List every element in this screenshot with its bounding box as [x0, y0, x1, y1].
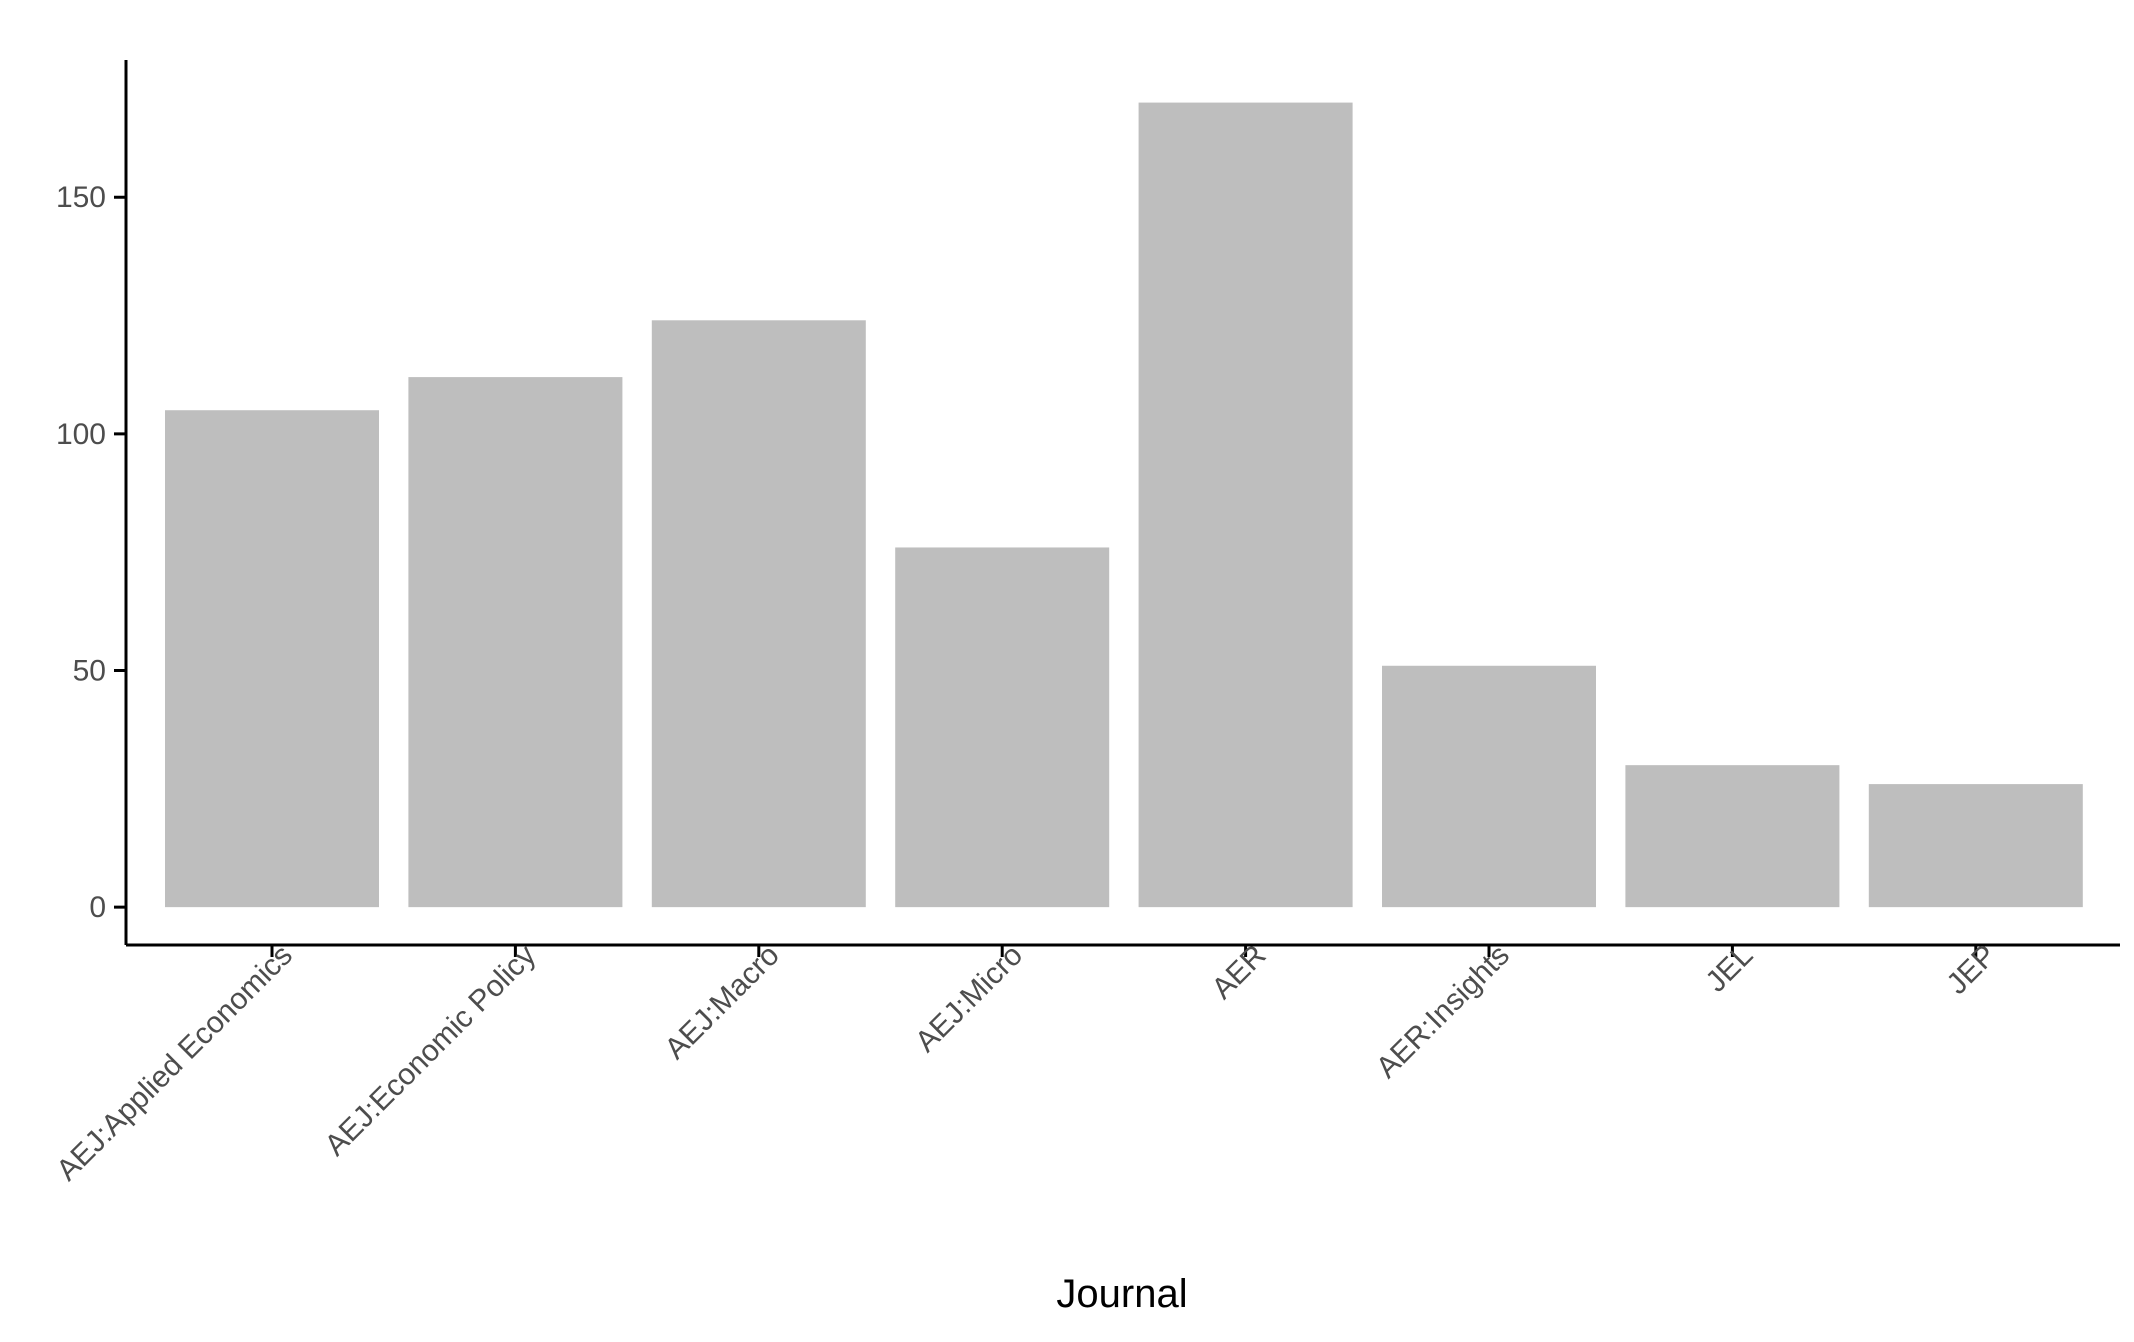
bar-7	[1868, 784, 2083, 908]
bar-2	[651, 320, 866, 908]
x-tick-label-5: AER:Insights	[1370, 939, 1516, 1085]
x-tick-label-3: AEJ:Micro	[909, 939, 1029, 1059]
bar-1	[408, 377, 623, 908]
x-tick-label-7: JEP	[1941, 939, 2003, 1001]
x-tick-label-1: AEJ:Economic Policy	[319, 939, 543, 1163]
bar-6	[1625, 765, 1840, 908]
bar-5	[1382, 665, 1596, 908]
x-tick-label-2: AEJ:Macro	[659, 939, 786, 1066]
bar-3	[895, 547, 1110, 908]
x-axis-title: Journal	[1056, 1272, 1187, 1316]
bar-0	[165, 410, 379, 908]
y-ticks-group: 0 50 100 150	[56, 181, 126, 924]
x-tick-label-4: AER	[1206, 939, 1273, 1006]
y-tick-label-2: 100	[56, 418, 106, 451]
x-ticks-group: AEJ:Applied Economics AEJ:Economic Policy…	[50, 939, 2002, 1188]
y-tick-label-1: 50	[73, 655, 106, 688]
y-tick-label-3: 150	[56, 181, 106, 214]
x-tick-label-6: JEL	[1699, 939, 1759, 999]
y-tick-label-0: 0	[89, 891, 106, 924]
bars-group	[165, 102, 2083, 908]
bar-4	[1138, 102, 1353, 908]
x-tick-label-0: AEJ:Applied Economics	[50, 939, 299, 1188]
